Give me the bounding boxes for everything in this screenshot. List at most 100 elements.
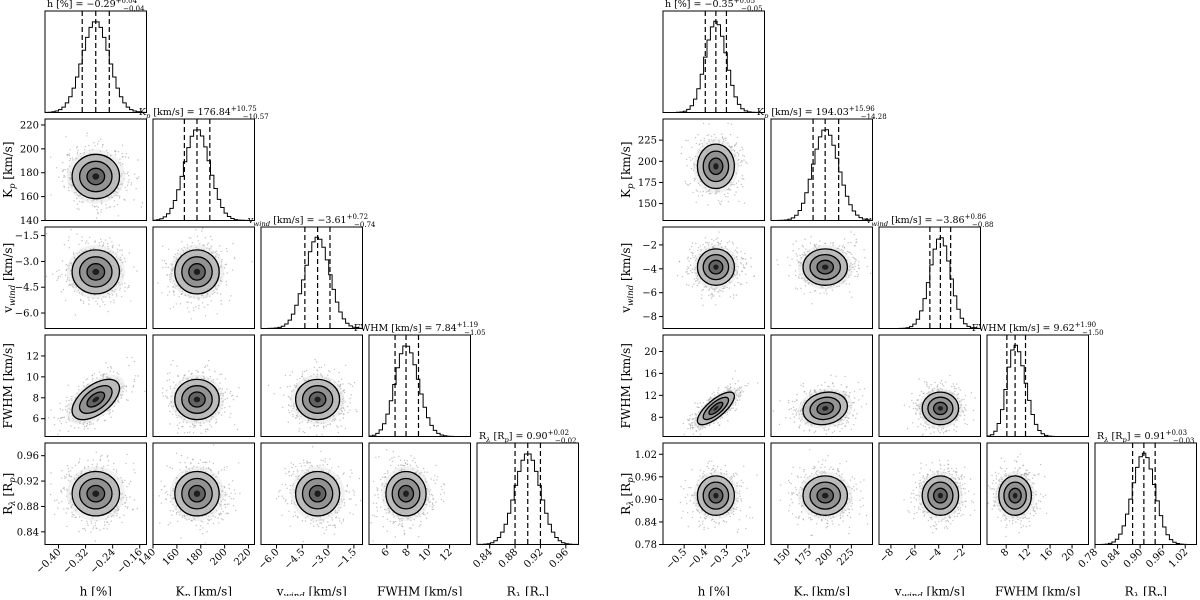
sample-point [124, 283, 125, 284]
sample-point [69, 160, 70, 161]
sample-point [113, 469, 114, 470]
sample-point [217, 313, 218, 314]
err-minus: −0.04 [123, 5, 145, 13]
y-tick-label: 200 [20, 144, 39, 155]
sample-point [166, 390, 167, 391]
sample-point [113, 300, 114, 301]
sample-point [121, 296, 122, 297]
sample-point [179, 422, 180, 423]
y-tick-label: 0.84 [17, 527, 39, 538]
sample-point [207, 304, 208, 305]
sample-point [195, 426, 196, 427]
sample-point [344, 410, 345, 411]
sample-point [104, 304, 105, 305]
sample-point [171, 514, 172, 515]
sample-point [86, 135, 87, 136]
sample-point [75, 516, 76, 517]
sample-point [336, 425, 337, 426]
sample-point [117, 249, 118, 250]
sample-point [343, 417, 344, 418]
sample-point [134, 381, 135, 382]
sample-point [234, 489, 235, 490]
histogram-panel-h: h [%] = −0.29+0.04−0.04 [45, 0, 147, 113]
sample-point [345, 365, 346, 366]
sample-point [316, 434, 317, 435]
sample-point [234, 258, 235, 259]
sample-point [237, 429, 238, 430]
sample-point [69, 155, 70, 156]
sample-point [341, 378, 342, 379]
sample-point [50, 157, 51, 158]
sample-point [87, 378, 88, 379]
sample-point [94, 145, 95, 146]
sample-point [128, 179, 129, 180]
sample-point [85, 242, 86, 243]
sample-point [288, 421, 289, 422]
sample-point [302, 373, 303, 374]
sample-point [232, 243, 233, 244]
sample-point [167, 286, 168, 287]
sample-point [227, 398, 228, 399]
sample-point [116, 471, 117, 472]
sample-point [189, 237, 190, 238]
sample-point [126, 399, 127, 400]
sample-point [79, 461, 80, 462]
sample-point [184, 375, 185, 376]
sample-point [65, 264, 66, 265]
sample-point [232, 269, 233, 270]
sample-point [225, 513, 226, 514]
sample-point [84, 528, 85, 529]
sample-point [96, 528, 97, 529]
sample-point [317, 425, 318, 426]
sample-point [225, 392, 226, 393]
sample-point [60, 491, 61, 492]
sample-point [72, 516, 73, 517]
sample-point [107, 246, 108, 247]
sample-point [204, 367, 205, 368]
sample-point [66, 477, 67, 478]
sample-point [196, 370, 197, 371]
sample-point [296, 417, 297, 418]
sample-point [100, 456, 101, 457]
sample-point [218, 522, 219, 523]
sample-point [288, 396, 289, 397]
sample-point [97, 463, 98, 464]
sample-point [127, 171, 128, 172]
sample-point [157, 282, 158, 283]
sample-point [131, 182, 132, 183]
sample-point [50, 483, 51, 484]
sample-point [129, 496, 130, 497]
sample-point [190, 237, 191, 238]
sample-point [68, 284, 69, 285]
y-tick-label: −6.0 [15, 309, 39, 320]
y-tick-label: 220 [20, 120, 39, 131]
sample-point [208, 243, 209, 244]
sample-point [70, 470, 71, 471]
sample-point [187, 307, 188, 308]
sample-point [292, 414, 293, 415]
sample-point [184, 247, 185, 248]
sample-point [66, 270, 67, 271]
sample-point [80, 299, 81, 300]
sample-point [168, 524, 169, 525]
sample-point [111, 417, 112, 418]
sample-point [110, 371, 111, 372]
sample-point [84, 149, 85, 150]
sample-point [306, 370, 307, 371]
sample-point [117, 195, 118, 196]
sample-point [226, 466, 227, 467]
sample-point [78, 244, 79, 245]
sample-point [170, 308, 171, 309]
sample-point [77, 152, 78, 153]
sample-point [196, 525, 197, 526]
sample-point [105, 362, 106, 363]
sample-point [84, 426, 85, 427]
sample-point [205, 315, 206, 316]
sample-point [84, 467, 85, 468]
sample-point [220, 300, 221, 301]
sample-point [89, 424, 90, 425]
sample-point [188, 311, 189, 312]
sample-point [129, 483, 130, 484]
scatter-panel-vwind-fwhm [261, 335, 363, 437]
sample-point [239, 493, 240, 494]
